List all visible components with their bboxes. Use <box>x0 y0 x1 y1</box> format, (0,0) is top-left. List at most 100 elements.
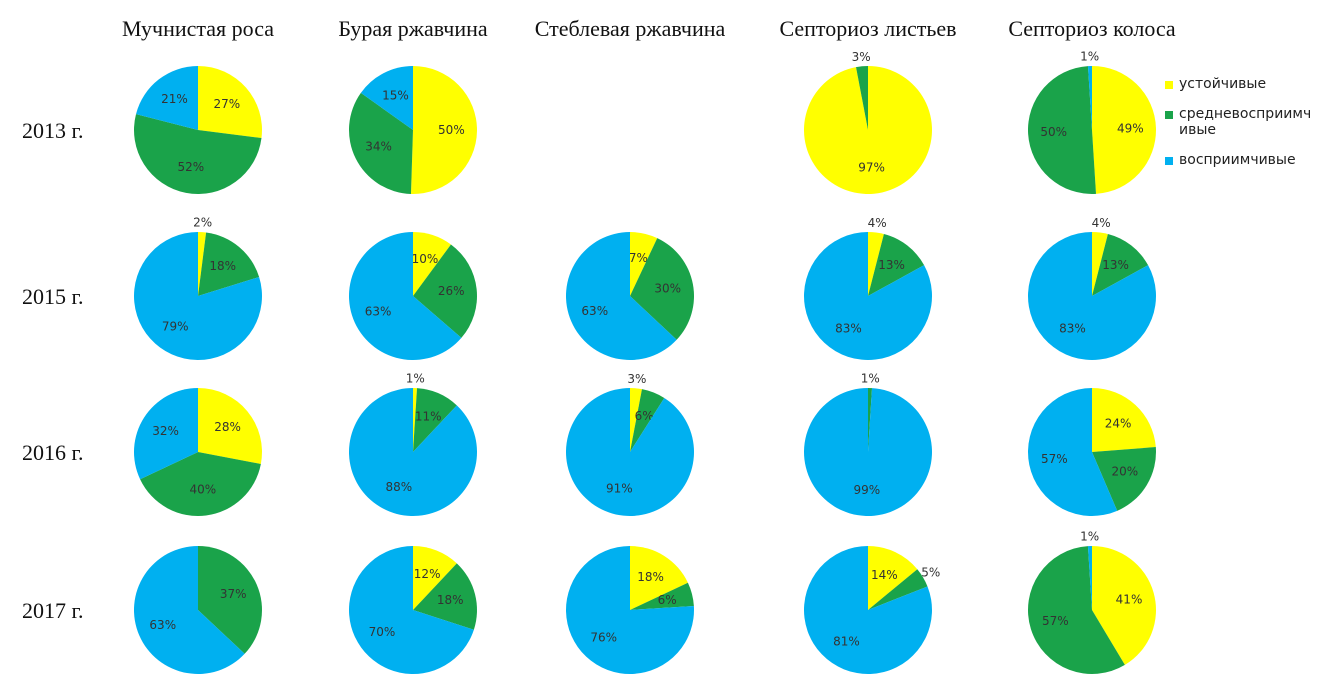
data-label: 6% <box>658 593 677 607</box>
pie-slice <box>413 563 477 630</box>
pie-slice <box>136 66 198 130</box>
column-header: Септориоз колоса <box>1008 16 1176 41</box>
pie-slice <box>804 232 932 360</box>
data-label: 40% <box>189 483 216 497</box>
pie-slice <box>1027 232 1156 360</box>
pie-slice <box>566 388 694 516</box>
pie-slice <box>1028 546 1125 674</box>
pie-slice <box>198 66 262 139</box>
data-label: 83% <box>1059 322 1086 336</box>
pie-slice <box>1028 66 1097 194</box>
data-label: 49% <box>1117 121 1144 135</box>
pie-slice <box>140 452 261 517</box>
data-label: 79% <box>162 319 189 333</box>
data-label: 57% <box>1042 614 1069 628</box>
data-label: 37% <box>220 587 247 601</box>
pie-slice <box>349 546 474 674</box>
data-label: 70% <box>369 625 396 639</box>
pie-slice <box>630 546 688 610</box>
data-label: 13% <box>878 258 905 272</box>
data-label: 20% <box>1112 464 1139 478</box>
row-label: 2013 г. <box>22 118 84 143</box>
data-label: 91% <box>606 481 633 495</box>
pie-slice <box>1092 546 1157 665</box>
pie-slice <box>1087 66 1092 130</box>
pie-slice <box>413 388 418 452</box>
pie-slice <box>1092 387 1156 452</box>
pie-slice <box>868 234 925 296</box>
pie-slice <box>1092 66 1156 194</box>
data-label: 27% <box>213 97 240 111</box>
data-label: 24% <box>1105 416 1132 430</box>
data-label: 83% <box>835 322 862 336</box>
data-label: 30% <box>654 281 681 295</box>
pie-slice <box>630 232 658 296</box>
legend-text: средневосприимчивые <box>1179 106 1312 138</box>
pie-slice <box>803 66 932 194</box>
pie-slice <box>133 114 262 195</box>
pie-slice <box>198 232 260 296</box>
column-header: Мучнистая роса <box>122 16 274 41</box>
data-label: 50% <box>438 123 465 137</box>
pie-slice <box>1092 234 1149 296</box>
data-label: 21% <box>161 92 188 106</box>
data-label: 52% <box>177 160 204 174</box>
pie-slice <box>856 66 868 130</box>
pie-slice <box>630 582 694 610</box>
data-label: 10% <box>412 252 439 266</box>
column-header: Бурая ржавчина <box>338 16 488 41</box>
pie-slice <box>198 232 207 296</box>
data-label: 26% <box>438 284 465 298</box>
data-label: 3% <box>627 372 646 386</box>
data-label: 63% <box>149 618 176 632</box>
pie-slice <box>804 388 933 517</box>
pie-slice <box>1087 546 1092 610</box>
legend: устойчивые средневосприимчивые восприимчив… <box>1165 76 1325 182</box>
data-label: 88% <box>386 480 413 494</box>
pie-slice <box>360 66 413 130</box>
row-label: 2015 г. <box>22 284 84 309</box>
pie-slice <box>630 388 642 452</box>
legend-text: устойчивые <box>1179 76 1267 92</box>
data-label: 1% <box>1080 50 1099 64</box>
data-label: 81% <box>833 634 860 648</box>
pie-slice <box>566 232 677 361</box>
pie-slice <box>868 232 884 296</box>
data-label: 63% <box>365 304 392 318</box>
pie-slice <box>413 232 451 296</box>
legend-item: средневосприимчивые <box>1165 106 1325 138</box>
data-label: 15% <box>382 88 409 102</box>
legend-swatch <box>1165 81 1173 89</box>
pie-slice <box>134 546 245 674</box>
pie-slice <box>630 238 694 340</box>
data-label: 57% <box>1041 452 1068 466</box>
pie-slice <box>413 244 477 338</box>
pie-slice <box>413 388 457 452</box>
pie-slice <box>413 546 457 610</box>
pie-slice <box>134 232 262 360</box>
pie-slice <box>198 546 263 654</box>
data-label: 50% <box>1040 125 1067 139</box>
row-label: 2016 г. <box>22 440 84 465</box>
pie-slice <box>198 388 263 464</box>
legend-text: восприимчивые <box>1179 152 1296 168</box>
legend-swatch <box>1165 157 1173 165</box>
data-label: 18% <box>437 593 464 607</box>
pie-slice <box>803 546 932 674</box>
data-label: 34% <box>365 140 392 154</box>
data-label: 6% <box>635 409 654 423</box>
data-label: 41% <box>1116 592 1143 606</box>
data-label: 4% <box>868 216 887 230</box>
pie-slice <box>133 388 198 480</box>
pie-slice <box>348 92 413 194</box>
pie-slice <box>868 546 918 610</box>
pie-slice <box>349 388 478 517</box>
data-label: 2% <box>193 216 212 230</box>
data-label: 1% <box>406 372 425 386</box>
data-label: 12% <box>414 567 441 581</box>
pie-slice <box>1028 388 1118 516</box>
data-label: 97% <box>858 161 885 175</box>
data-label: 1% <box>1080 530 1099 544</box>
